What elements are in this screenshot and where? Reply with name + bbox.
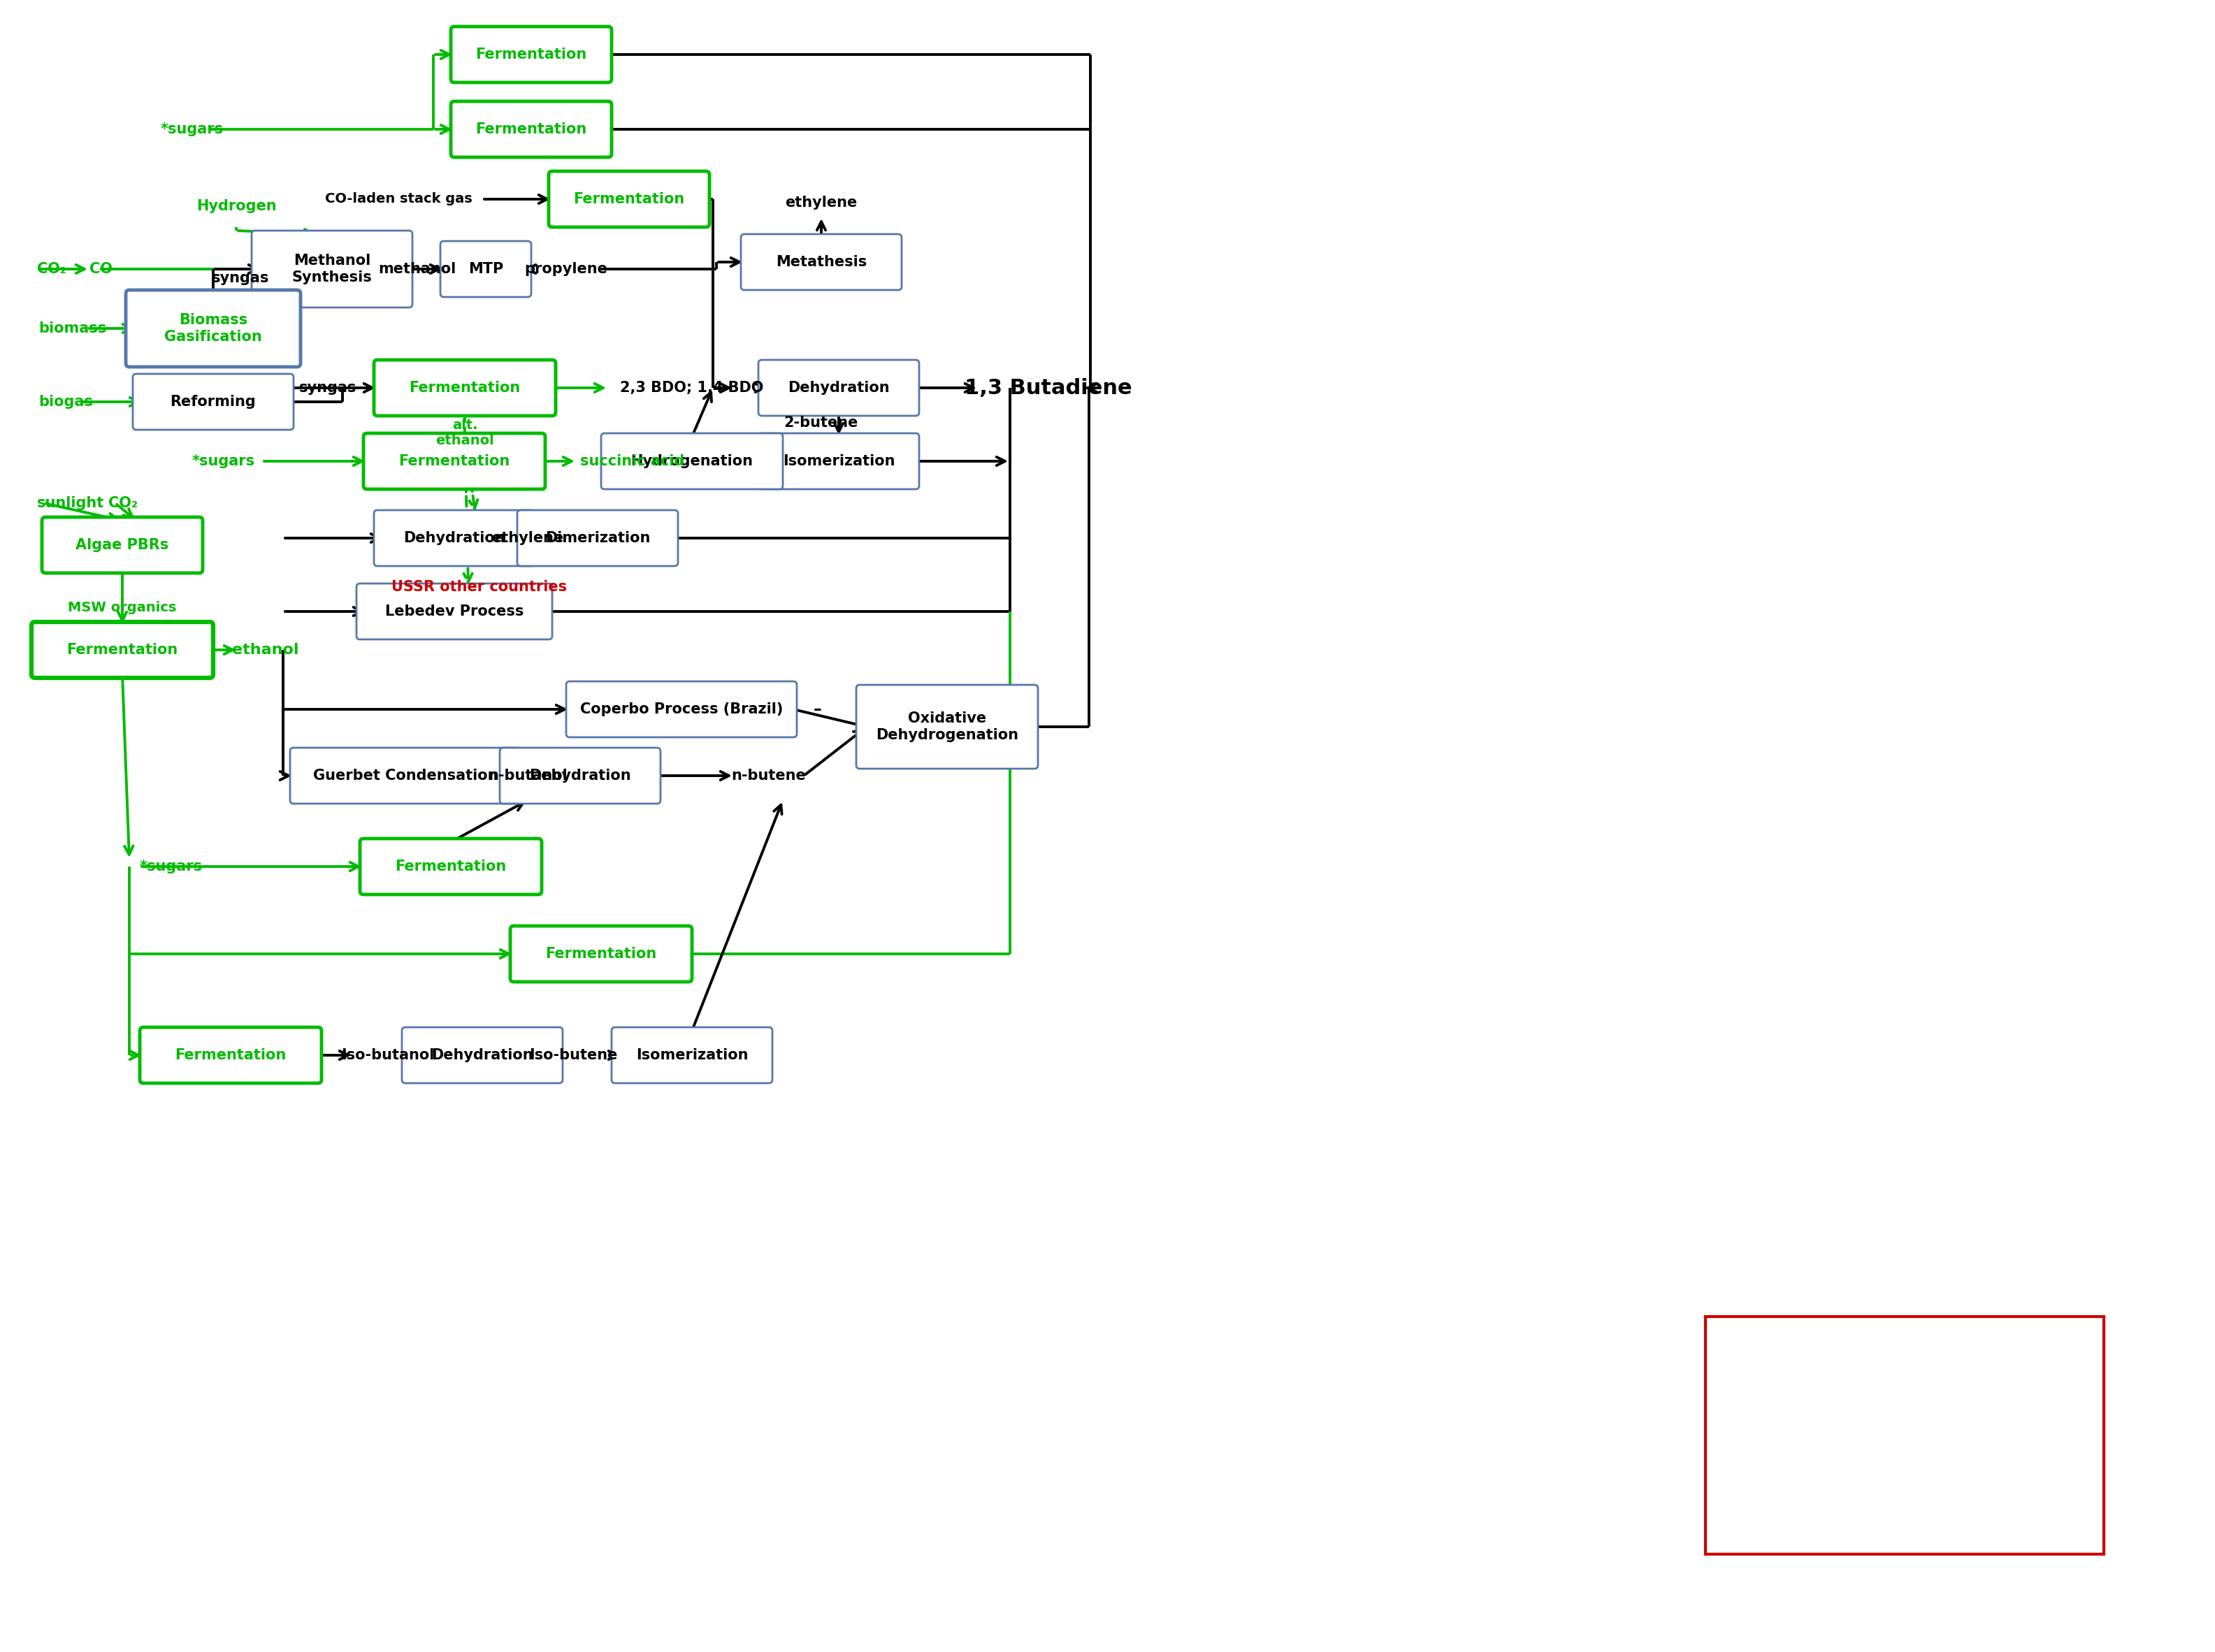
FancyBboxPatch shape <box>42 517 204 573</box>
Text: Dehydration: Dehydration <box>789 382 890 395</box>
FancyBboxPatch shape <box>452 101 611 157</box>
Text: *can be from biomass: *can be from biomass <box>1734 1513 1876 1525</box>
Text: Oxidative
Dehydrogenation: Oxidative Dehydrogenation <box>875 710 1019 742</box>
Text: syngas: syngas <box>210 271 268 286</box>
Text: n-butene: n-butene <box>731 768 806 783</box>
Text: Fermentation: Fermentation <box>66 643 177 657</box>
Text: USSR other countries: USSR other countries <box>392 580 567 595</box>
FancyBboxPatch shape <box>857 686 1039 768</box>
FancyBboxPatch shape <box>549 172 709 226</box>
FancyBboxPatch shape <box>567 681 797 737</box>
Text: CO₂: CO₂ <box>38 263 66 276</box>
FancyBboxPatch shape <box>31 621 213 677</box>
Text: succinic acid: succinic acid <box>580 454 684 468</box>
Text: Dehydration: Dehydration <box>403 530 505 545</box>
FancyBboxPatch shape <box>509 925 691 981</box>
Text: Guerbet Condensation: Guerbet Condensation <box>312 768 498 783</box>
Text: Dimerization: Dimerization <box>545 530 651 545</box>
Text: CO₂: CO₂ <box>109 496 137 510</box>
Text: Uniquely bio-based: Uniquely bio-based <box>1836 1394 1974 1408</box>
Text: Metathesis: Metathesis <box>775 254 866 269</box>
FancyBboxPatch shape <box>611 1028 773 1084</box>
Text: Methanol
Synthesis: Methanol Synthesis <box>292 253 372 284</box>
Text: 2-butene: 2-butene <box>784 416 859 430</box>
Text: 2,3 BDO; 1,4 BDO: 2,3 BDO; 1,4 BDO <box>620 382 764 395</box>
Text: Fermentation: Fermentation <box>545 947 658 961</box>
FancyBboxPatch shape <box>518 510 678 567</box>
FancyBboxPatch shape <box>1750 1437 2058 1490</box>
Text: *sugars: *sugars <box>193 454 255 468</box>
Text: Dehydration: Dehydration <box>432 1049 534 1062</box>
FancyBboxPatch shape <box>374 360 556 416</box>
Text: Conventional: Conventional <box>1858 1457 1951 1470</box>
Text: methanol: methanol <box>379 263 456 276</box>
FancyBboxPatch shape <box>600 433 782 489</box>
Text: *sugars: *sugars <box>162 122 224 135</box>
Text: Hydrogen: Hydrogen <box>197 200 277 213</box>
FancyBboxPatch shape <box>363 433 545 489</box>
FancyBboxPatch shape <box>374 510 534 567</box>
Text: Fermentation: Fermentation <box>399 454 509 468</box>
FancyBboxPatch shape <box>140 1028 321 1084</box>
Text: *sugars: *sugars <box>140 859 204 874</box>
FancyBboxPatch shape <box>126 291 301 367</box>
Text: biomass: biomass <box>38 322 106 335</box>
FancyBboxPatch shape <box>758 433 919 489</box>
FancyBboxPatch shape <box>357 583 552 639</box>
Text: syngas: syngas <box>299 382 357 395</box>
Text: ethylene: ethylene <box>492 530 565 545</box>
Text: Iso-butanol: Iso-butanol <box>341 1049 434 1062</box>
Text: Fermentation: Fermentation <box>476 122 587 135</box>
Text: Fermentation: Fermentation <box>476 48 587 61</box>
Text: CO: CO <box>89 263 113 276</box>
Text: Fermentation: Fermentation <box>410 382 521 395</box>
Text: Fermentation: Fermentation <box>574 192 684 206</box>
Text: biogas: biogas <box>38 395 93 408</box>
FancyBboxPatch shape <box>253 231 412 307</box>
Text: ethylene: ethylene <box>784 195 857 210</box>
Text: Fermentation: Fermentation <box>175 1049 286 1062</box>
Text: n-butanol: n-butanol <box>487 768 567 783</box>
Text: Hydrogenation: Hydrogenation <box>631 454 753 468</box>
FancyBboxPatch shape <box>401 1028 563 1084</box>
Text: Isomerization: Isomerization <box>636 1049 749 1062</box>
Text: –: – <box>813 700 822 717</box>
Text: Iso-butene: Iso-butene <box>529 1049 618 1062</box>
FancyBboxPatch shape <box>740 235 902 291</box>
Text: Dehydration: Dehydration <box>529 768 631 783</box>
Text: MSW organics: MSW organics <box>69 601 177 615</box>
Text: Legend: Legend <box>1874 1345 1936 1358</box>
Text: Algae PBRs: Algae PBRs <box>75 539 168 552</box>
Text: Fermentation: Fermentation <box>394 859 507 874</box>
FancyBboxPatch shape <box>441 241 532 297</box>
FancyBboxPatch shape <box>133 373 295 430</box>
Text: Isomerization: Isomerization <box>782 454 895 468</box>
FancyBboxPatch shape <box>452 26 611 83</box>
Text: Coperbo Process (Brazil): Coperbo Process (Brazil) <box>580 702 782 717</box>
Text: Reforming: Reforming <box>171 395 257 408</box>
Text: Biomass
Gasification: Biomass Gasification <box>164 312 261 344</box>
FancyBboxPatch shape <box>361 839 543 894</box>
FancyBboxPatch shape <box>758 360 919 416</box>
FancyBboxPatch shape <box>290 748 521 803</box>
Text: ethanol: ethanol <box>233 643 299 657</box>
Text: 1,3 Butadiene: 1,3 Butadiene <box>966 378 1132 398</box>
Text: alt.
ethanol: alt. ethanol <box>436 420 494 448</box>
Text: propylene: propylene <box>525 263 607 276</box>
FancyBboxPatch shape <box>501 748 660 803</box>
Text: Lebedev Process: Lebedev Process <box>385 605 523 618</box>
Text: CO-laden stack gas: CO-laden stack gas <box>326 193 472 206</box>
Text: MTP: MTP <box>467 263 503 276</box>
FancyBboxPatch shape <box>1730 1371 2080 1431</box>
Text: sunlight: sunlight <box>38 496 104 510</box>
FancyBboxPatch shape <box>1706 1317 2104 1555</box>
